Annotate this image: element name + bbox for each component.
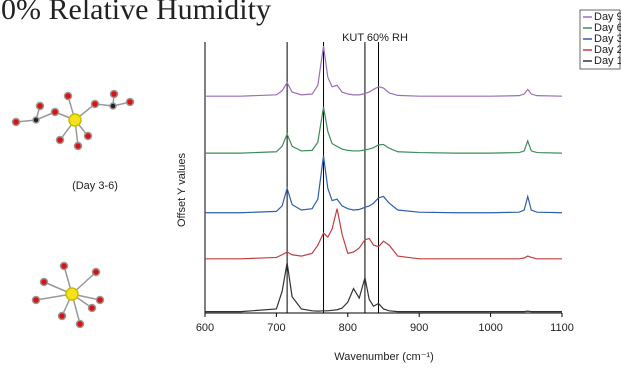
x-tick-label: 900 bbox=[410, 322, 428, 334]
series-line bbox=[205, 209, 562, 259]
x-tick-label: 700 bbox=[267, 322, 285, 334]
molecule-bottom bbox=[33, 263, 104, 328]
page-title: 60% Relative Humidity bbox=[0, 0, 271, 26]
molecule-label: (Day 3-6) bbox=[72, 180, 118, 192]
x-tick-label: 1000 bbox=[478, 322, 502, 334]
page: 60% Relative Humidity (Day 3-6) KUT 60% … bbox=[0, 0, 621, 369]
x-tick-label: 600 bbox=[196, 322, 214, 334]
legend-label: Day 1 bbox=[594, 55, 621, 67]
x-axis-label: Wavenumber (cm⁻¹) bbox=[334, 351, 434, 363]
series-line bbox=[205, 263, 562, 312]
x-tick-label: 1100 bbox=[550, 322, 574, 334]
series-line bbox=[205, 107, 562, 153]
chart-title: KUT 60% RH bbox=[342, 32, 408, 44]
series-line bbox=[205, 46, 562, 96]
y-axis-label: Offset Y values bbox=[176, 153, 188, 227]
figure: 60% Relative Humidity (Day 3-6) KUT 60% … bbox=[0, 0, 621, 369]
molecule-top bbox=[13, 91, 134, 150]
x-tick-label: 800 bbox=[339, 322, 357, 334]
series-line bbox=[205, 156, 562, 213]
